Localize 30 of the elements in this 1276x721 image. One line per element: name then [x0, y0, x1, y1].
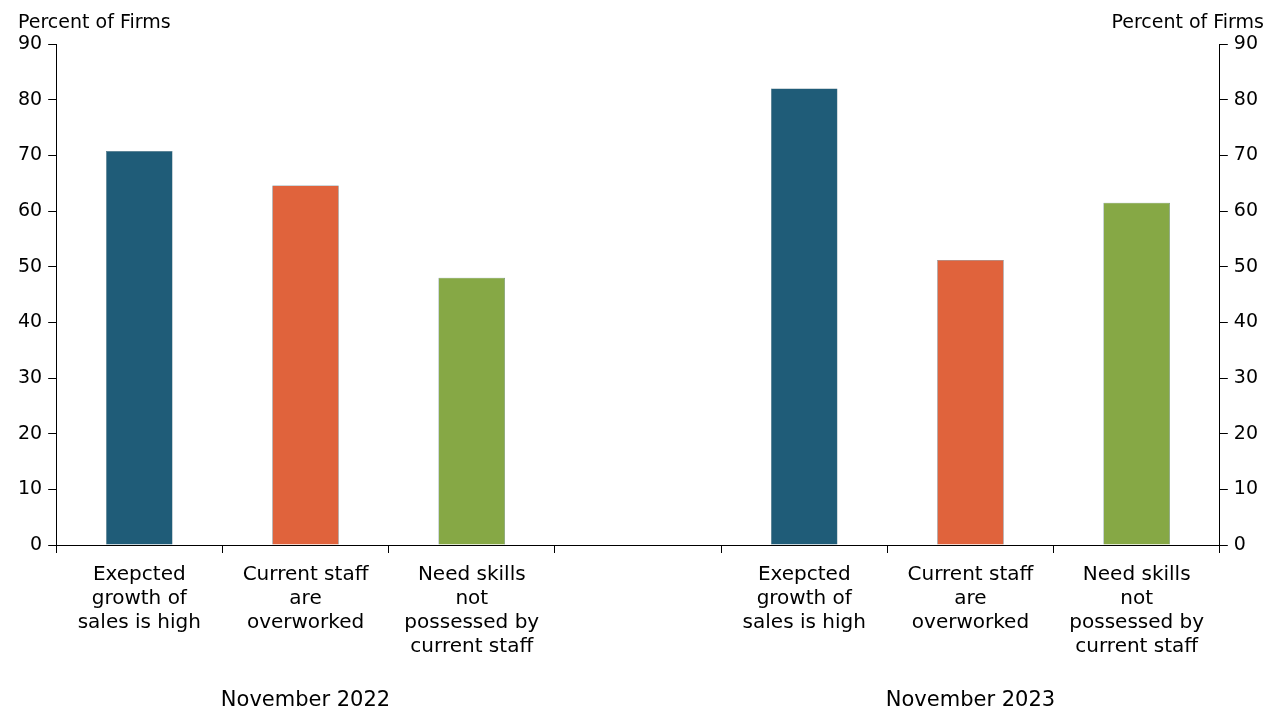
text: November 2022	[220, 686, 391, 711]
x-tick-label: Exepcted growth of sales is high	[77, 561, 201, 634]
x-tick-label: Exepcted growth of sales is high	[742, 561, 866, 634]
y-tick-label: 40	[17, 309, 43, 332]
y2-tick-label: 70	[1233, 142, 1259, 165]
y-tick-label: 60	[17, 197, 43, 220]
y-tick-label: 30	[17, 364, 43, 387]
y2-tick-label: 80	[1233, 86, 1259, 109]
y-tick-label: 80	[17, 86, 43, 109]
y2-tick-label: 10	[1233, 476, 1259, 499]
x-tick-label: Need skills not possessed by current staff	[1069, 561, 1205, 658]
y2-tick-label: 0	[1233, 531, 1246, 554]
y2-tick-label: 90	[1233, 30, 1259, 53]
y-tick-label: 50	[17, 253, 43, 276]
y-tick-label: 20	[17, 420, 43, 443]
x-tick-label: Need skills not possessed by current staff	[404, 561, 540, 658]
y-tick-label: 70	[17, 142, 43, 165]
y-axis-title: Percent of Firms	[18, 10, 171, 33]
y-tick-label: 90	[17, 30, 43, 53]
y2-tick-label: 30	[1233, 364, 1259, 387]
y2-tick-label: 50	[1233, 253, 1259, 276]
y2-tick-label: 40	[1233, 309, 1259, 332]
y2-axis-title: Percent of Firms	[1111, 10, 1264, 33]
x-tick-label: Current staff are overworked	[242, 561, 370, 634]
y2-tick-label: 60	[1233, 197, 1259, 220]
text: November 2023	[885, 686, 1056, 711]
y-tick-label: 0	[30, 531, 43, 554]
x-tick-label: Current staff are overworked	[907, 561, 1035, 634]
y-tick-label: 10	[17, 476, 43, 499]
y2-tick-label: 20	[1233, 420, 1259, 443]
